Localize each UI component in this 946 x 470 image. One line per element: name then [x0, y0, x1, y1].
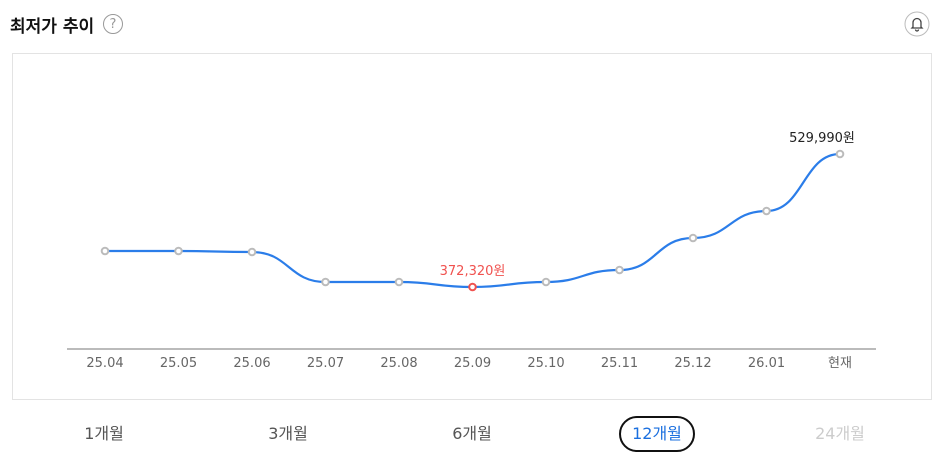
price-point — [762, 206, 771, 216]
x-tick-label: 25.05 — [160, 356, 197, 371]
period-tab[interactable]: 6개월 — [452, 424, 492, 443]
period-tab[interactable]: 1개월 — [84, 424, 124, 443]
price-point — [615, 265, 624, 275]
x-tick-label: 25.09 — [454, 356, 491, 371]
price-point — [835, 149, 845, 159]
x-tick-label: 25.12 — [674, 356, 711, 371]
x-tick-label: 25.04 — [86, 356, 123, 371]
title: 최저가 추이 — [10, 17, 95, 37]
price-point — [174, 246, 183, 256]
data-label: 529,990원 — [789, 131, 855, 146]
price-point — [688, 233, 698, 243]
x-tick-label: 25.07 — [307, 356, 344, 371]
x-tick-label: 25.08 — [380, 356, 417, 371]
price-point — [321, 277, 330, 287]
alarm-button[interactable] — [904, 11, 930, 37]
x-tick-label: 25.10 — [527, 356, 564, 371]
price-point — [541, 277, 551, 287]
price-point — [394, 277, 404, 287]
x-tick-label: 25.06 — [233, 356, 270, 371]
x-tick-label: 현재 — [828, 356, 852, 371]
period-tab[interactable]: 3개월 — [268, 424, 308, 443]
price-point — [468, 282, 477, 292]
price-point — [100, 246, 110, 256]
chart: 25.04 25.05 25.06 25.07 25.08 25.09 25.10 25.11… — [67, 131, 876, 371]
x-tick-label: 25.11 — [601, 356, 638, 371]
price-point — [247, 247, 257, 257]
help-icon[interactable]: ? — [103, 14, 123, 34]
period-tab: 24개월 — [815, 424, 865, 443]
price-line — [104, 152, 841, 289]
data-label: 372,320원 — [440, 264, 506, 279]
x-tick-label: 26.01 — [748, 356, 785, 371]
chart-frame — [12, 53, 932, 400]
period-tab[interactable]: 12개월 — [619, 416, 695, 452]
